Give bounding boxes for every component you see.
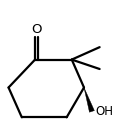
Text: O: O bbox=[31, 23, 42, 36]
Text: OH: OH bbox=[95, 105, 113, 118]
Polygon shape bbox=[84, 87, 94, 112]
